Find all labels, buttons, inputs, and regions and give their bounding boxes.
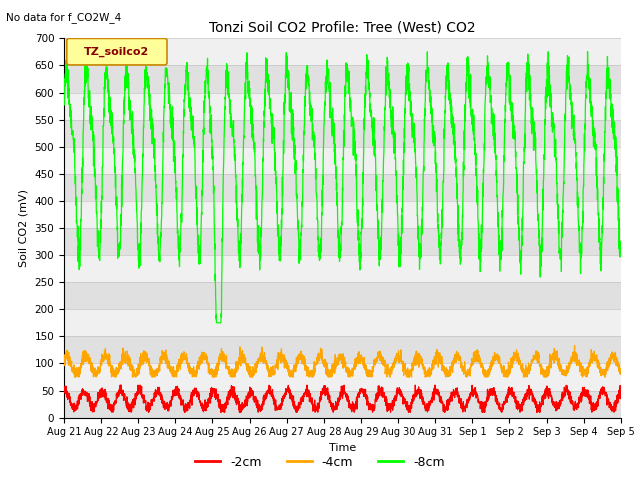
Bar: [64, 93, 621, 120]
Y-axis label: Soil CO2 (mV): Soil CO2 (mV): [19, 189, 29, 267]
Bar: [64, 391, 621, 418]
Bar: [64, 309, 621, 336]
Text: No data for f_CO2W_4: No data for f_CO2W_4: [6, 12, 122, 23]
Bar: [64, 147, 621, 174]
Bar: [64, 65, 621, 93]
Bar: [64, 363, 621, 391]
Bar: [64, 201, 621, 228]
Bar: [64, 120, 621, 147]
Bar: [64, 228, 621, 255]
FancyBboxPatch shape: [67, 38, 167, 65]
Bar: [64, 174, 621, 201]
Bar: [64, 38, 621, 65]
X-axis label: Time: Time: [329, 443, 356, 453]
Bar: [64, 336, 621, 363]
Legend: -2cm, -4cm, -8cm: -2cm, -4cm, -8cm: [190, 451, 450, 474]
Bar: [64, 282, 621, 309]
Title: Tonzi Soil CO2 Profile: Tree (West) CO2: Tonzi Soil CO2 Profile: Tree (West) CO2: [209, 21, 476, 35]
Bar: [64, 255, 621, 282]
Text: TZ_soilco2: TZ_soilco2: [84, 47, 150, 57]
